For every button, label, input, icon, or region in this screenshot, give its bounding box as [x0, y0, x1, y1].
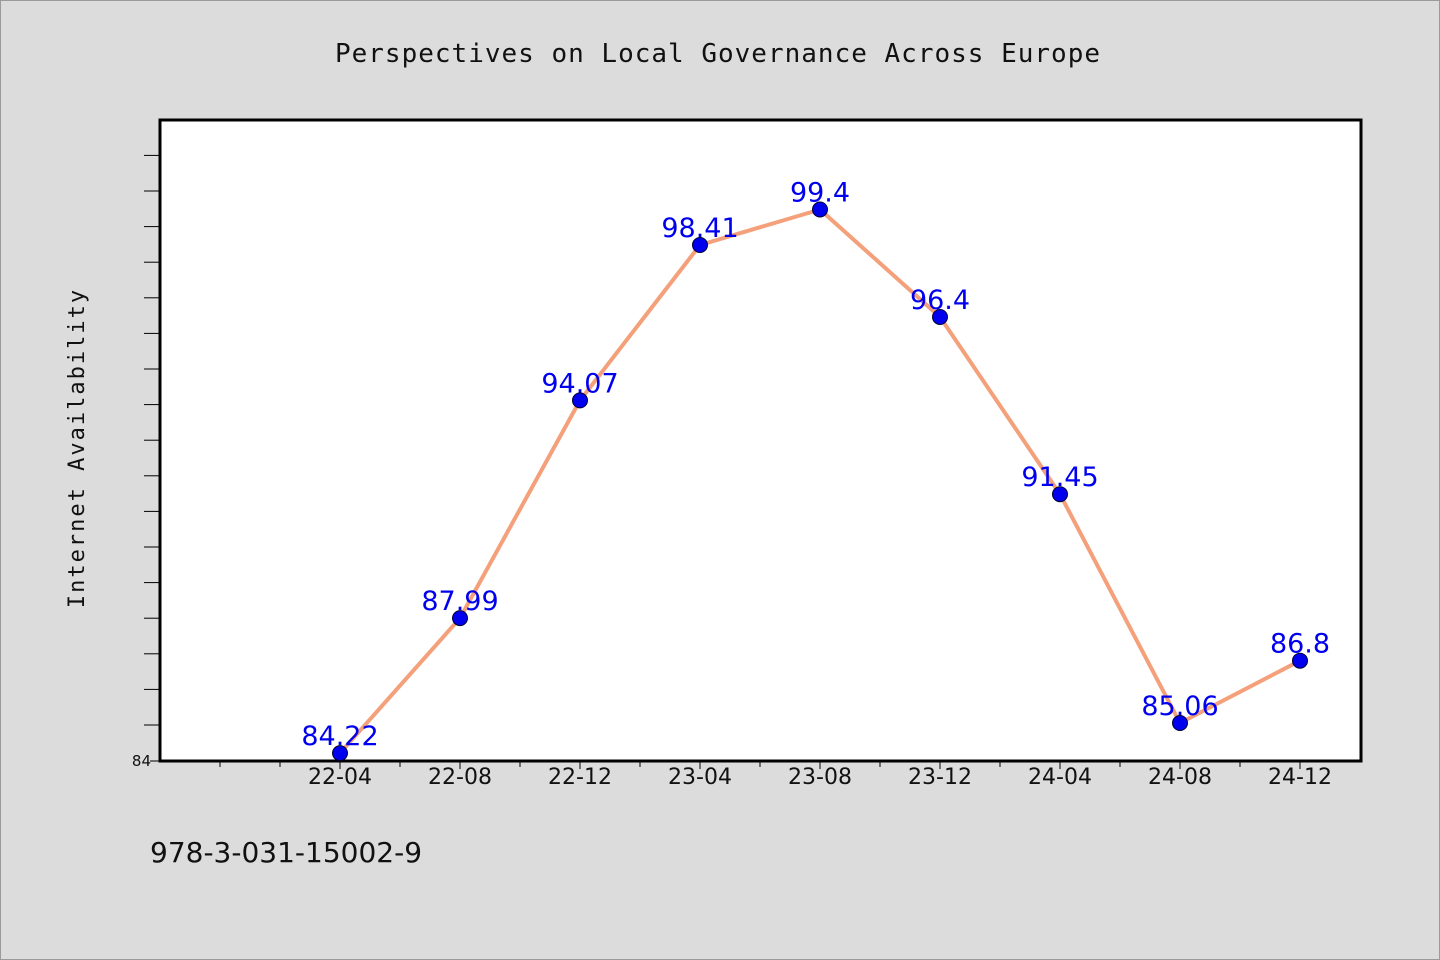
x-tick-label: 23-08 [788, 765, 852, 790]
data-point [812, 201, 828, 218]
data-point [332, 745, 348, 762]
data-point [932, 309, 948, 325]
data-point [692, 237, 708, 253]
y-axis-ticks [144, 154, 160, 762]
x-tick-label: 22-04 [308, 765, 372, 790]
x-tick-label: 24-04 [1028, 765, 1092, 790]
x-tick-label: 23-04 [668, 765, 732, 790]
x-axis-tick-labels: 22-04 22-08 22-12 23-04 23-08 23-12 24-04 24-08… [308, 765, 1332, 790]
data-point [1292, 652, 1308, 669]
y-axis-label: Internet Availability [65, 288, 90, 608]
x-tick-label: 22-08 [428, 765, 492, 790]
isbn-footer: 978-3-031-15002-9 [150, 836, 422, 869]
plot-area [158, 118, 1363, 763]
data-point [1172, 715, 1188, 731]
x-axis-ticks [219, 761, 1301, 769]
x-tick-label: 23-12 [908, 765, 972, 790]
x-tick-label: 22-12 [548, 765, 612, 790]
y-tick-label-min: 84 [132, 752, 151, 770]
data-point [452, 610, 468, 627]
series-markers [332, 201, 1308, 762]
data-point [572, 392, 588, 409]
chart-title: Perspectives on Local Governance Across … [335, 39, 1101, 69]
x-tick-label: 24-08 [1148, 765, 1212, 790]
x-tick-label: 24-12 [1268, 765, 1332, 790]
data-point [1052, 486, 1068, 503]
